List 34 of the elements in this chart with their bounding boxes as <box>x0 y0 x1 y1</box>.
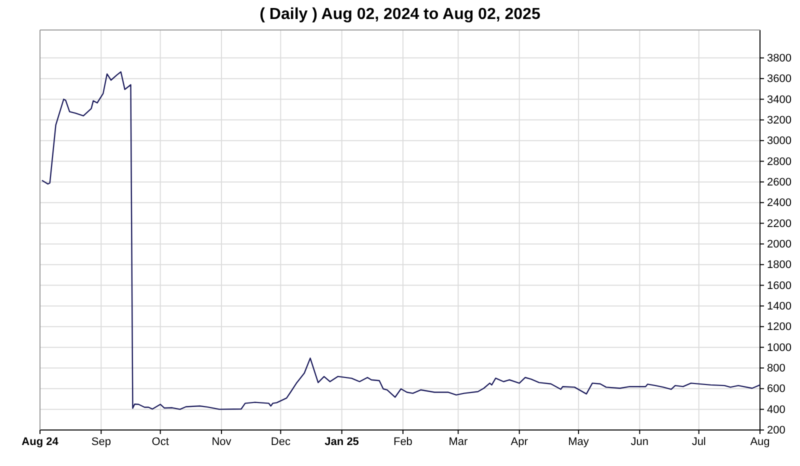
y-tick-label: 2200 <box>767 218 792 230</box>
y-tick-label: 3200 <box>767 114 792 126</box>
x-tick-label: Apr <box>510 436 528 448</box>
chart-title: ( Daily ) Aug 02, 2024 to Aug 02, 2025 <box>260 6 540 23</box>
y-tick-label: 1400 <box>767 300 792 312</box>
x-tick-label: May <box>568 436 590 448</box>
y-tick-label: 600 <box>767 383 786 396</box>
y-tick-label: 800 <box>767 362 786 375</box>
y-tick-label: 2800 <box>767 156 792 168</box>
x-tick-label: Sep <box>91 436 111 448</box>
y-tick-label: 3000 <box>767 135 792 148</box>
x-tick-label: Dec <box>270 436 291 448</box>
x-tick-label: Aug 24 <box>22 436 60 448</box>
x-tick-label: Aug <box>750 436 770 448</box>
x-tick-label: Oct <box>152 436 169 448</box>
x-tick-label: Mar <box>448 436 468 448</box>
y-tick-label: 3800 <box>767 52 792 64</box>
y-tick-label: 1600 <box>767 280 792 292</box>
y-tick-label: 3400 <box>767 94 792 106</box>
y-tick-label: 1200 <box>767 321 792 334</box>
x-tick-label: Feb <box>393 436 412 448</box>
y-tick-label: 1000 <box>767 342 792 354</box>
y-tick-label: 200 <box>767 424 786 437</box>
x-tick-label: Jan 25 <box>324 436 359 448</box>
line-series <box>41 71 761 410</box>
x-tick-label: Jun <box>630 436 649 448</box>
x-tick-label: Jul <box>692 436 706 448</box>
y-tick-label: 400 <box>767 404 786 416</box>
y-tick-label: 2600 <box>767 176 792 188</box>
y-tick-label: 2400 <box>767 197 792 210</box>
x-tick-label: Nov <box>212 436 232 448</box>
y-tick-label: 3600 <box>767 73 792 86</box>
y-tick-label: 1800 <box>767 259 792 272</box>
y-tick-label: 2000 <box>767 238 792 250</box>
